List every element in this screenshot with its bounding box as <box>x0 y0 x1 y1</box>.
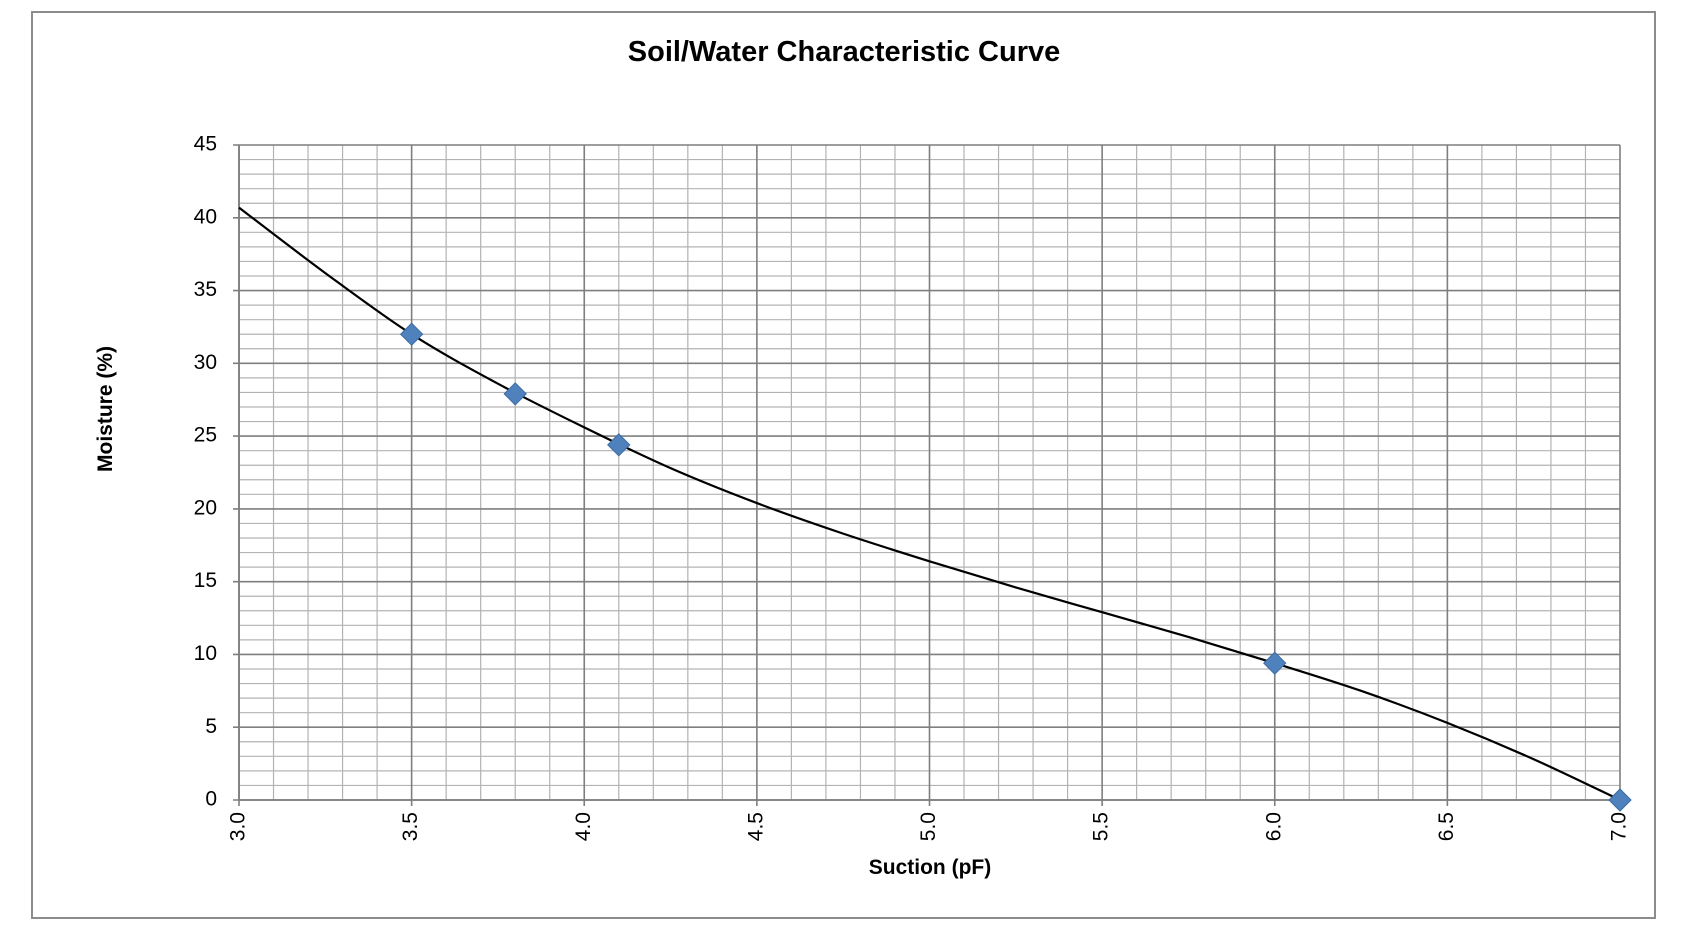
x-tick-label: 4.0 <box>572 812 595 841</box>
x-tick-label: 6.5 <box>1435 812 1458 841</box>
y-tick-label: 35 <box>194 278 217 301</box>
y-tick-label: 20 <box>194 496 217 519</box>
chart-title: Soil/Water Characteristic Curve <box>627 36 1061 68</box>
x-tick-label: 7.0 <box>1608 812 1631 841</box>
data-point-marker <box>399 322 424 346</box>
x-tick-label: 3.0 <box>227 812 250 841</box>
x-tick-labels: 3.0 3.5 4.0 4.5 5.0 5.5 6.0 6.5 7.0 <box>227 812 1631 841</box>
y-tick-label: 40 <box>194 205 217 228</box>
x-tick-label: 5.0 <box>917 812 940 841</box>
y-tick-label: 45 <box>194 133 217 156</box>
axes <box>238 145 1620 801</box>
data-point-marker <box>1263 651 1287 675</box>
trendline <box>238 206 1621 801</box>
trendline-group <box>238 206 1621 801</box>
y-tick-label: 0 <box>205 788 217 811</box>
data-point-marker <box>607 433 631 457</box>
y-tick-label: 5 <box>205 715 217 738</box>
data-points <box>399 322 1632 812</box>
data-point-marker <box>503 382 527 406</box>
y-tick-label: 15 <box>194 569 217 592</box>
y-tick-label: 25 <box>194 424 217 447</box>
x-axis-label: Suction (pF) <box>868 856 992 879</box>
y-tick-label: 10 <box>194 642 217 665</box>
x-tick-label: 6.0 <box>1262 812 1285 841</box>
y-tick-labels: 0 5 10 15 20 25 30 35 40 45 <box>194 133 217 811</box>
major-gridlines <box>233 144 1621 806</box>
x-tick-label: 5.5 <box>1090 812 1113 841</box>
data-point-marker <box>1608 788 1632 812</box>
y-tick-label: 30 <box>194 351 217 374</box>
x-tick-label: 4.5 <box>744 812 767 841</box>
x-tick-label: 3.5 <box>399 812 422 841</box>
